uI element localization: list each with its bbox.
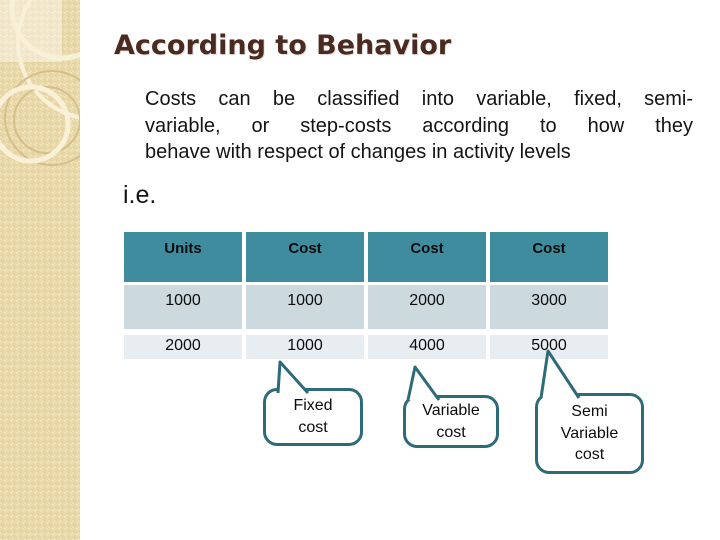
table-header-units: Units <box>124 232 242 282</box>
table-header-cost-1: Cost <box>246 232 364 282</box>
table-cell: 2000 <box>368 285 486 329</box>
body-line-3: behave with respect of changes in activi… <box>145 141 571 163</box>
table-cell: 2000 <box>124 335 242 359</box>
decorative-sidebar <box>0 0 80 540</box>
body-paragraph: Costs can be classified into variable, f… <box>145 86 693 166</box>
table-row: 2000 1000 4000 5000 <box>124 335 608 359</box>
table-cell: 5000 <box>490 335 608 359</box>
callout-variable-cost: Variable cost <box>403 395 499 448</box>
table-cell: 1000 <box>246 335 364 359</box>
callout-semi-variable-cost: Semi Variable cost <box>535 393 644 474</box>
cost-table: Units Cost Cost Cost 1000 1000 2000 3000… <box>124 232 608 359</box>
table-cell: 1000 <box>124 285 242 329</box>
table-cell: 3000 <box>490 285 608 329</box>
sidebar-circles-decoration <box>0 0 80 166</box>
callout-fixed-cost: Fixed cost <box>263 388 363 446</box>
table-header-cost-2: Cost <box>368 232 486 282</box>
body-line-2: variable, or step-costs according to how… <box>145 114 693 137</box>
body-line-1: Costs can be classified into variable, f… <box>145 88 693 110</box>
slide-title: According to Behavior <box>114 30 452 61</box>
ie-label: i.e. <box>123 181 157 209</box>
table-header-cost-3: Cost <box>490 232 608 282</box>
table-row: 1000 1000 2000 3000 <box>124 285 608 329</box>
table-cell: 1000 <box>246 285 364 329</box>
table-cell: 4000 <box>368 335 486 359</box>
table-header-row: Units Cost Cost Cost <box>124 232 608 282</box>
